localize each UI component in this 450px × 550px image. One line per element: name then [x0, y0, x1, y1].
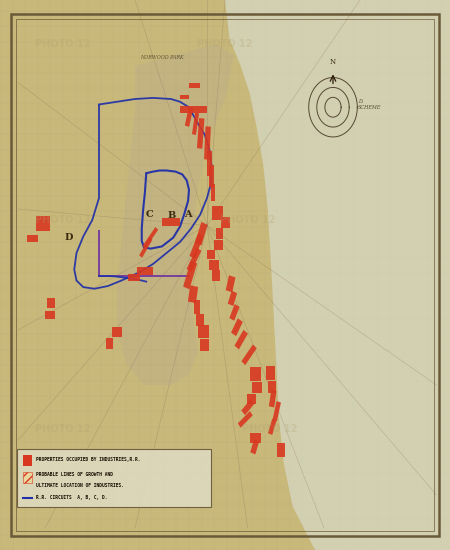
Bar — [211, 184, 215, 201]
Bar — [185, 107, 193, 127]
Bar — [45, 311, 55, 319]
Bar — [230, 304, 239, 321]
Text: PHOTO 12: PHOTO 12 — [220, 215, 275, 225]
Bar — [277, 443, 285, 456]
Bar — [137, 267, 153, 275]
Polygon shape — [225, 0, 450, 550]
Bar — [250, 439, 259, 454]
Bar — [22, 472, 32, 483]
Bar — [268, 419, 276, 435]
Bar — [36, 216, 50, 231]
Text: A: A — [184, 210, 192, 219]
Bar — [228, 291, 237, 306]
Bar — [250, 367, 261, 381]
Bar — [269, 390, 277, 408]
Text: N: N — [330, 58, 336, 66]
Bar — [268, 381, 276, 393]
Bar — [180, 106, 207, 113]
Bar — [106, 338, 112, 349]
Text: PHOTO 12: PHOTO 12 — [35, 215, 91, 225]
Text: D: D — [64, 233, 72, 242]
Bar — [197, 118, 204, 148]
Text: D.
SCHEME: D. SCHEME — [358, 99, 381, 110]
Bar — [142, 227, 158, 249]
Bar — [247, 394, 256, 404]
Text: NORWOOD PARK: NORWOOD PARK — [140, 55, 184, 60]
Bar — [209, 165, 214, 187]
Bar — [266, 366, 274, 379]
Text: B: B — [168, 211, 176, 220]
Bar — [200, 339, 209, 351]
Text: PHOTO 12: PHOTO 12 — [35, 424, 91, 434]
Bar — [180, 95, 189, 99]
Bar — [234, 330, 248, 349]
Bar — [47, 298, 55, 308]
Bar — [139, 237, 153, 258]
Bar — [162, 218, 180, 226]
Bar — [220, 217, 230, 228]
Bar — [128, 274, 140, 280]
FancyBboxPatch shape — [17, 449, 211, 507]
Bar — [189, 82, 200, 88]
Bar — [207, 250, 215, 258]
Bar — [252, 382, 262, 393]
Bar — [27, 235, 38, 242]
Bar — [194, 300, 200, 313]
Bar — [216, 228, 223, 239]
Bar — [209, 260, 219, 270]
Bar — [207, 151, 211, 176]
Bar — [183, 261, 197, 289]
Bar — [22, 454, 32, 465]
Bar — [214, 240, 223, 250]
Bar — [198, 324, 209, 338]
Text: PHOTO 12: PHOTO 12 — [35, 39, 91, 49]
Text: PHOTO 12: PHOTO 12 — [242, 424, 298, 434]
Text: C: C — [145, 210, 153, 219]
Polygon shape — [117, 44, 234, 385]
Text: ULTIMATE LOCATION OF INDUSTRIES.: ULTIMATE LOCATION OF INDUSTRIES. — [36, 483, 124, 488]
Bar — [195, 222, 207, 245]
Bar — [212, 270, 220, 280]
Bar — [241, 399, 255, 415]
Bar — [196, 314, 204, 326]
Bar — [231, 318, 243, 336]
Bar — [226, 276, 235, 292]
Bar — [192, 113, 199, 135]
Bar — [212, 206, 223, 220]
Bar — [188, 285, 198, 303]
Text: R.R. CIRCUITS  A, B, C, D.: R.R. CIRCUITS A, B, C, D. — [36, 496, 108, 500]
Bar — [238, 411, 253, 428]
Text: PROPERTIES OCCUPIED BY INDUSTRIES,R.R.: PROPERTIES OCCUPIED BY INDUSTRIES,R.R. — [36, 457, 140, 462]
Text: PHOTO 12: PHOTO 12 — [197, 39, 253, 49]
Bar — [112, 327, 122, 337]
Bar — [250, 433, 261, 443]
Bar — [189, 233, 203, 259]
Bar — [273, 401, 281, 421]
Text: PROBABLE LINES OF GROWTH AND: PROBABLE LINES OF GROWTH AND — [36, 472, 113, 477]
Bar — [204, 126, 211, 160]
Bar — [241, 344, 257, 365]
Bar — [187, 248, 201, 272]
